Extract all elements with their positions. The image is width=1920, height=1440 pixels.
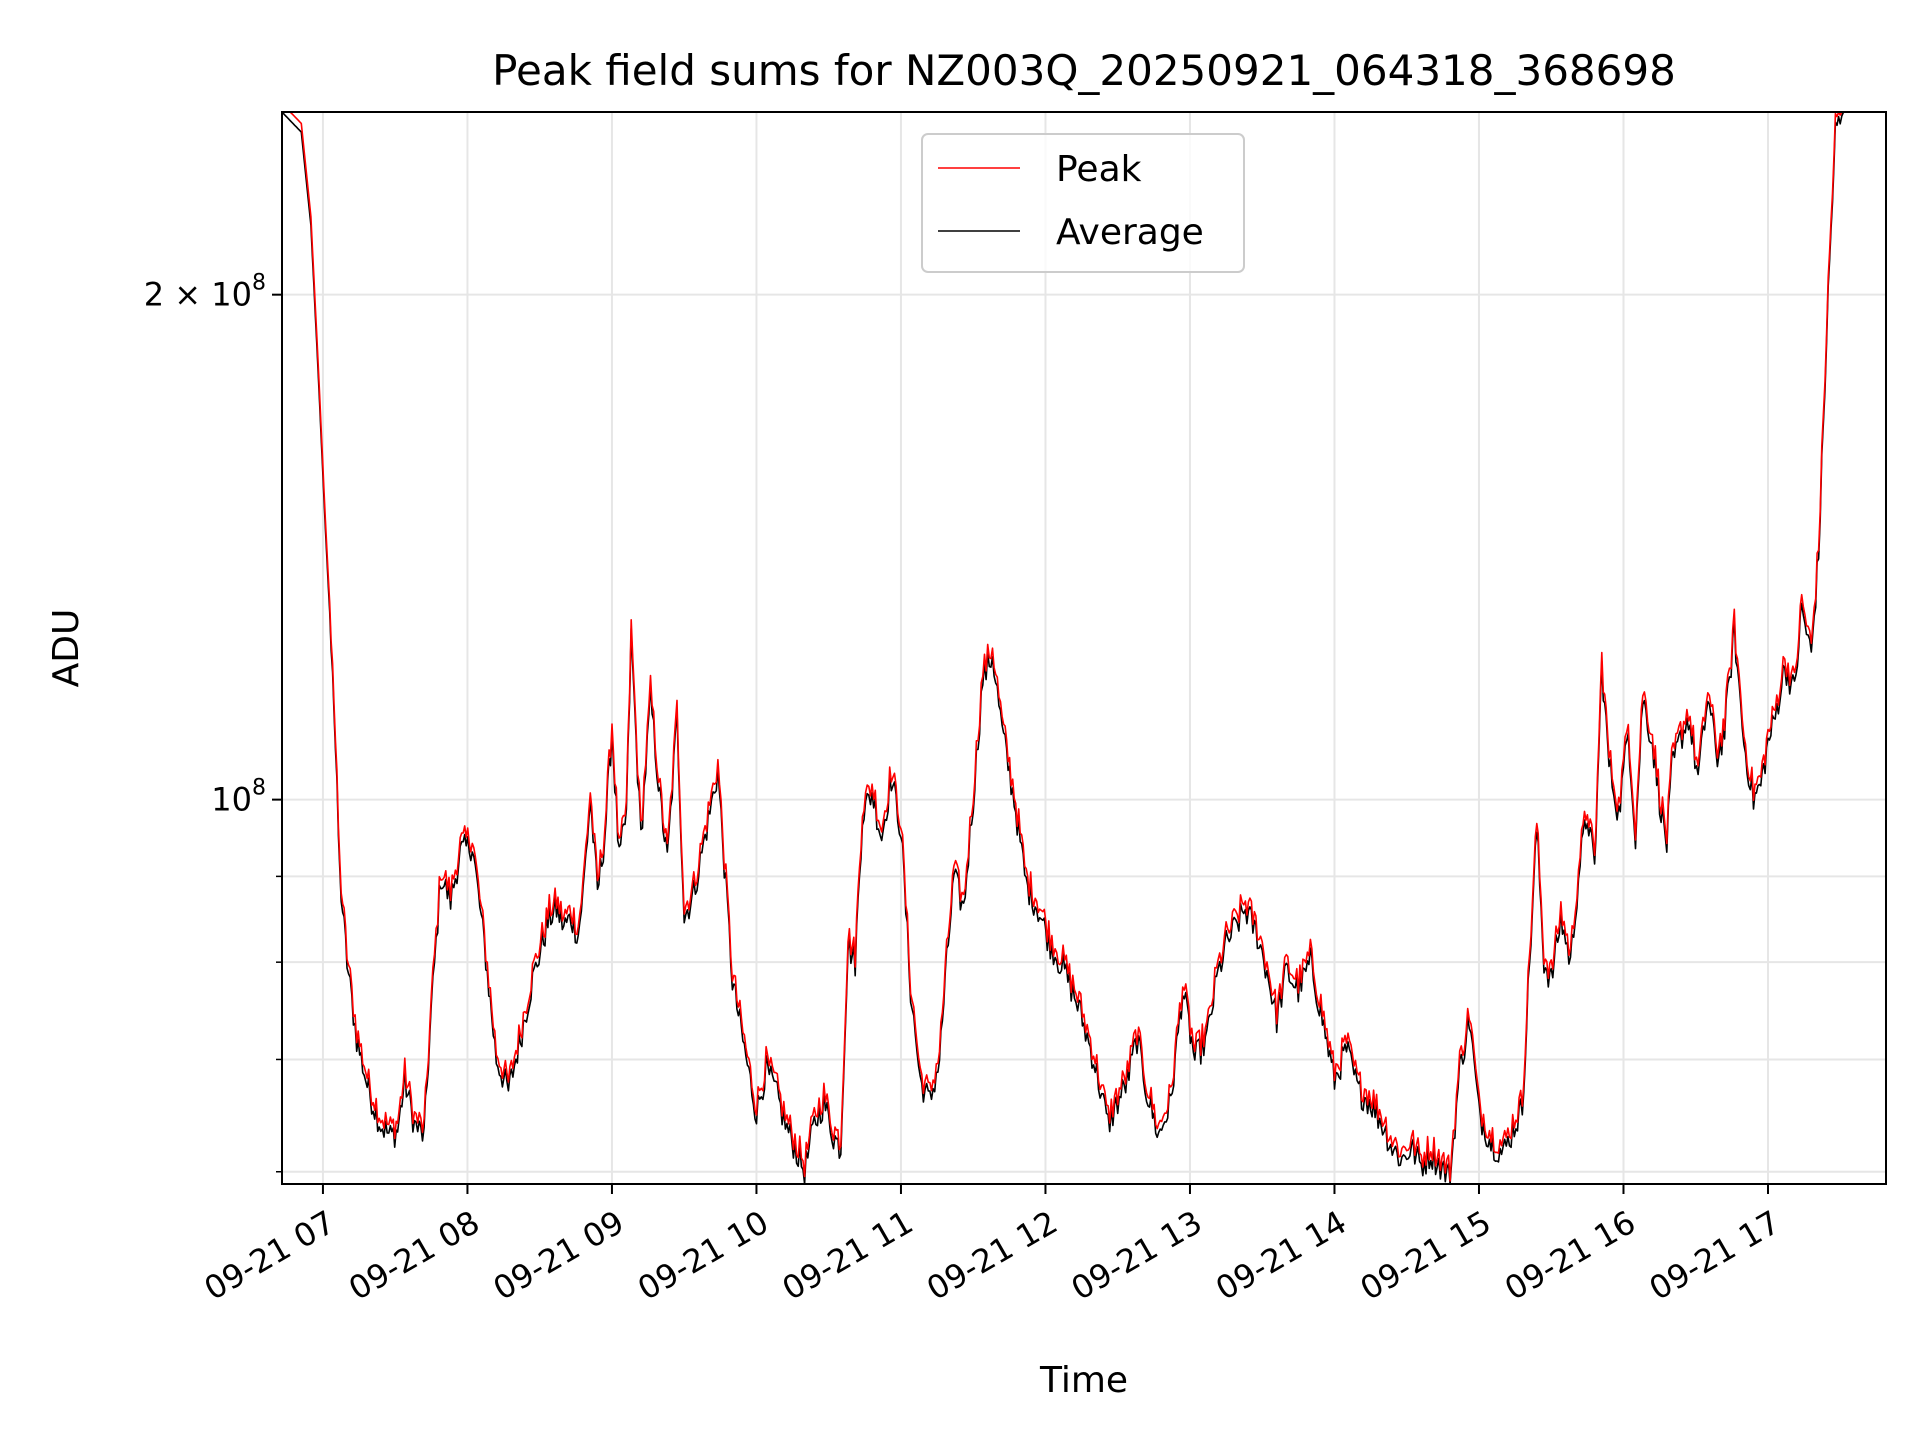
y-tick-label: 108 bbox=[211, 776, 266, 819]
legend-label-peak: Peak bbox=[1056, 149, 1142, 190]
y-tick-label-base: 2 × 10 bbox=[144, 276, 252, 314]
legend-label-average: Average bbox=[1056, 212, 1204, 253]
y-tick-label: 2 × 108 bbox=[144, 271, 266, 314]
plot-frame bbox=[281, 111, 1887, 1185]
series-line-peak bbox=[282, 111, 1844, 1182]
y-tick-label-exponent: 8 bbox=[252, 776, 266, 801]
series-layer bbox=[281, 111, 1845, 1185]
y-axis-label: ADU bbox=[46, 609, 87, 688]
y-tick-label-base: 10 bbox=[211, 781, 252, 819]
series-line-average bbox=[281, 111, 1845, 1185]
y-tick-label-exponent: 8 bbox=[252, 271, 266, 296]
legend: Peak Average bbox=[921, 133, 1245, 273]
x-axis-label: Time bbox=[1039, 1360, 1128, 1401]
chart-title: Peak field sums for NZ003Q_20250921_0643… bbox=[492, 46, 1676, 95]
grid bbox=[282, 112, 1886, 1184]
